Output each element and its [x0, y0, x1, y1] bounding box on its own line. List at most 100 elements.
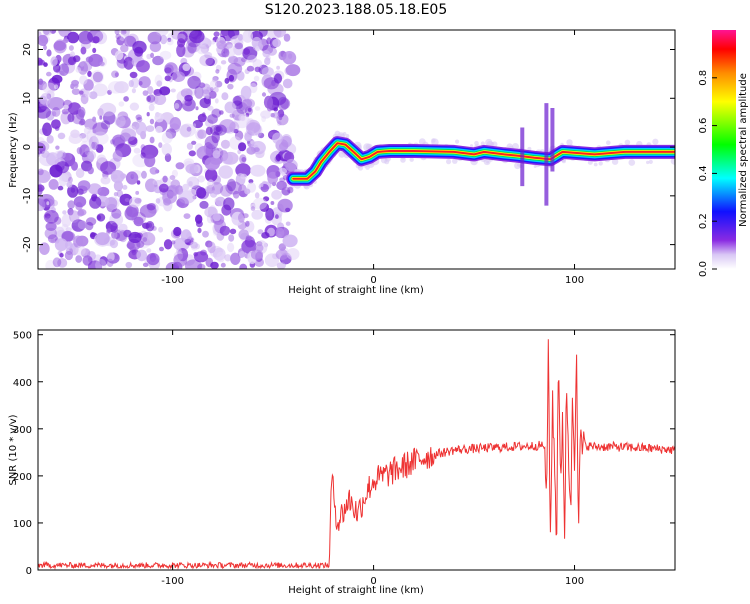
- noise-blob: [136, 240, 145, 248]
- noise-blob: [77, 106, 86, 118]
- noise-blob: [74, 83, 79, 89]
- halo-blob: [646, 160, 650, 165]
- noise-blob: [255, 46, 260, 52]
- y-tick-label: 0: [22, 144, 33, 150]
- noise-blob: [40, 93, 51, 106]
- noise-blob: [164, 64, 174, 74]
- noise-blob: [209, 190, 218, 198]
- noise-blob: [242, 213, 249, 219]
- noise-blob: [252, 197, 267, 210]
- noise-blob: [234, 42, 244, 50]
- noise-blob: [162, 175, 168, 183]
- noise-blob: [195, 106, 199, 111]
- noise-speckle: [38, 30, 301, 269]
- noise-blob: [87, 70, 92, 77]
- noise-blob: [212, 150, 221, 159]
- noise-blob: [95, 232, 110, 246]
- halo-blob: [624, 139, 631, 146]
- noise-blob: [119, 115, 131, 129]
- noise-blob: [79, 118, 86, 126]
- noise-blob: [205, 93, 210, 100]
- noise-blob: [163, 239, 173, 250]
- noise-blob: [250, 203, 256, 209]
- noise-blob: [250, 164, 266, 177]
- noise-blob: [129, 102, 140, 111]
- snr-x-label: Height of straight line (km): [288, 585, 424, 596]
- noise-blob: [198, 82, 206, 88]
- spectrogram-plot-area: [38, 30, 675, 269]
- noise-blob: [83, 126, 91, 135]
- noise-blob: [191, 140, 197, 145]
- noise-blob: [223, 197, 235, 211]
- noise-blob: [216, 251, 226, 263]
- noise-blob: [49, 164, 63, 178]
- halo-blob: [452, 158, 458, 164]
- noise-blob: [45, 222, 57, 231]
- snr-y-label: SNR (10 * v/v): [8, 414, 19, 485]
- noise-blob: [195, 214, 203, 224]
- noise-blob: [117, 111, 129, 121]
- noise-blob: [46, 135, 54, 144]
- noise-blob: [184, 238, 192, 245]
- noise-blob: [253, 75, 260, 82]
- noise-blob: [92, 36, 100, 44]
- noise-blob: [227, 83, 234, 90]
- noise-blob: [218, 165, 233, 179]
- noise-blob: [87, 260, 103, 269]
- halo-blob: [593, 162, 598, 167]
- noise-blob: [190, 241, 198, 249]
- noise-blob: [164, 75, 171, 82]
- noise-blob: [68, 45, 74, 51]
- noise-blob: [55, 126, 60, 131]
- noise-blob: [84, 146, 94, 157]
- noise-blob: [107, 89, 112, 95]
- noise-blob: [246, 119, 261, 134]
- noise-blob: [113, 192, 119, 197]
- noise-blob: [100, 161, 117, 175]
- noise-blob: [79, 75, 88, 85]
- noise-blob: [159, 86, 171, 96]
- y-tick-label: 500: [13, 331, 32, 342]
- noise-blob: [161, 131, 173, 144]
- spectrogram-y-ticks: -20 -10 0 10 20: [22, 43, 675, 253]
- noise-blob: [75, 109, 85, 120]
- noise-blob: [129, 197, 141, 208]
- noise-blob: [140, 144, 159, 159]
- noise-blob: [205, 185, 213, 193]
- y-tick-label: 10: [22, 92, 33, 105]
- snr-frame: [37, 329, 676, 571]
- noise-blob: [67, 208, 74, 216]
- noise-blob: [139, 204, 157, 218]
- noise-blob: [57, 185, 64, 191]
- noise-blob: [197, 129, 207, 139]
- noise-blob: [51, 199, 58, 207]
- noise-blob: [245, 220, 250, 227]
- noise-blob: [131, 88, 136, 94]
- noise-blob: [275, 214, 279, 219]
- noise-blob: [158, 226, 164, 233]
- spectrogram-y-label: Frequency (Hz): [8, 112, 19, 188]
- noise-blob: [286, 248, 300, 260]
- noise-blob: [229, 113, 235, 118]
- noise-blob: [142, 262, 149, 267]
- noise-blob: [87, 166, 94, 175]
- noise-blob: [43, 30, 50, 35]
- noise-blob: [199, 54, 214, 67]
- noise-blob: [192, 123, 196, 128]
- noise-blob: [71, 88, 80, 95]
- noise-blob: [58, 174, 67, 187]
- noise-blob: [136, 116, 143, 123]
- noise-blob: [187, 188, 197, 197]
- noise-blob: [41, 150, 50, 158]
- noise-blob: [283, 161, 287, 167]
- noise-blob: [71, 161, 78, 171]
- noise-blob: [47, 234, 58, 244]
- noise-blob: [266, 37, 272, 45]
- ridge-halo: [292, 130, 675, 190]
- noise-blob: [263, 196, 270, 202]
- noise-blob: [240, 85, 252, 100]
- noise-blob: [114, 72, 119, 78]
- x-tick-label: 100: [565, 275, 584, 286]
- noise-blob: [186, 126, 192, 132]
- noise-blob: [175, 162, 185, 170]
